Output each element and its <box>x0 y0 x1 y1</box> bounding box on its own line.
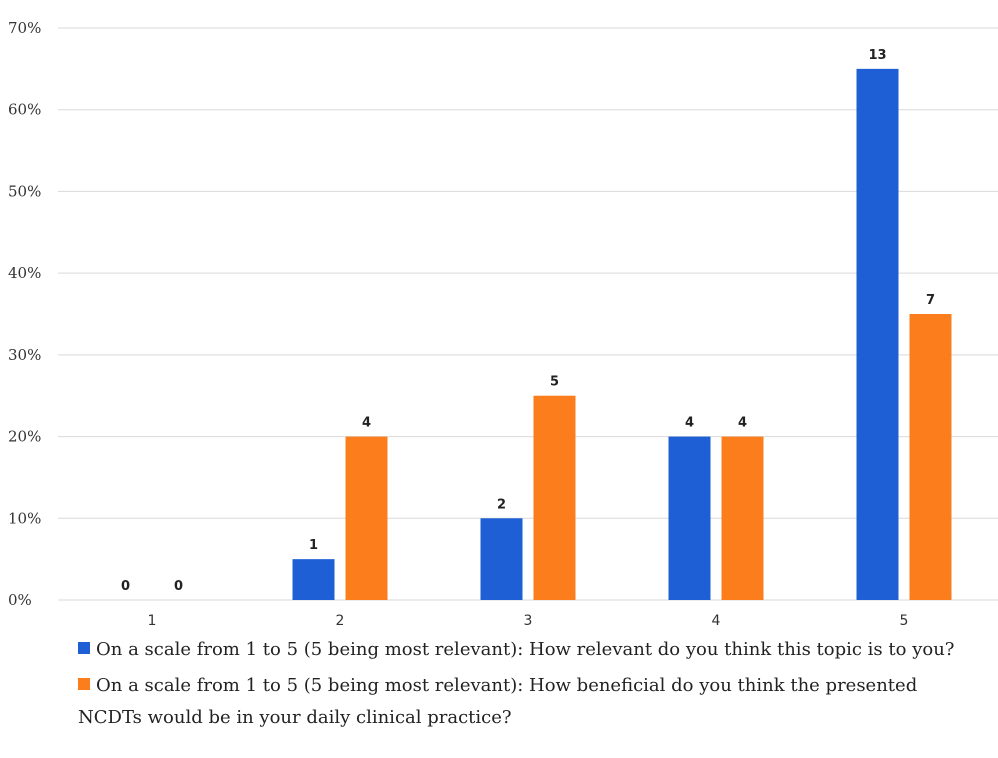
data-label-series-1: 1 <box>309 538 318 553</box>
legend-label-series-2: On a scale from 1 to 5 (5 being most rel… <box>78 675 918 728</box>
bar-series-2 <box>533 395 576 600</box>
data-label-series-1: 0 <box>121 579 130 594</box>
bar-series-1 <box>856 68 899 601</box>
x-tick-label: 5 <box>900 613 909 629</box>
data-label-series-2: 4 <box>738 416 747 431</box>
legend-label-series-1: On a scale from 1 to 5 (5 being most rel… <box>96 639 955 660</box>
y-tick-label: 60% <box>8 101 41 119</box>
data-label-series-1: 2 <box>497 497 506 512</box>
chart-plot: 0% 10% 20% 30% 40% 50% 60% 70% 1 0 0 2 1 4 3 2 5 4 4 4 5 13 7 <box>8 19 998 629</box>
x-tick-label: 1 <box>148 613 157 629</box>
bar-series-2 <box>721 436 764 600</box>
y-tick-label: 30% <box>8 346 41 364</box>
y-tick-label: 0% <box>8 591 32 609</box>
bar-series-1 <box>480 518 523 600</box>
legend-swatch-series-1 <box>78 642 90 654</box>
legend-swatch-series-2 <box>78 678 90 690</box>
bar-series-1 <box>292 559 335 600</box>
y-tick-label: 20% <box>8 428 41 446</box>
y-tick-label: 40% <box>8 264 41 282</box>
y-tick-label: 10% <box>8 509 41 527</box>
bar-series-2 <box>909 314 952 600</box>
x-tick-label: 3 <box>524 613 533 629</box>
y-tick-label: 70% <box>8 19 41 37</box>
x-tick-label: 2 <box>336 613 345 629</box>
data-label-series-1: 4 <box>685 416 694 431</box>
y-tick-label: 50% <box>8 182 41 200</box>
data-label-series-2: 0 <box>174 579 183 594</box>
bar-series-2 <box>345 436 388 600</box>
legend-item-series-2[interactable]: On a scale from 1 to 5 (5 being most rel… <box>78 670 978 734</box>
bar-series-1 <box>668 436 711 600</box>
x-tick-label: 4 <box>712 613 721 629</box>
data-label-series-1: 13 <box>868 48 886 63</box>
data-label-series-2: 5 <box>550 375 559 390</box>
data-label-series-2: 4 <box>362 416 371 431</box>
data-label-series-2: 7 <box>926 293 935 308</box>
legend: On a scale from 1 to 5 (5 being most rel… <box>78 634 978 738</box>
legend-item-series-1[interactable]: On a scale from 1 to 5 (5 being most rel… <box>78 634 978 666</box>
